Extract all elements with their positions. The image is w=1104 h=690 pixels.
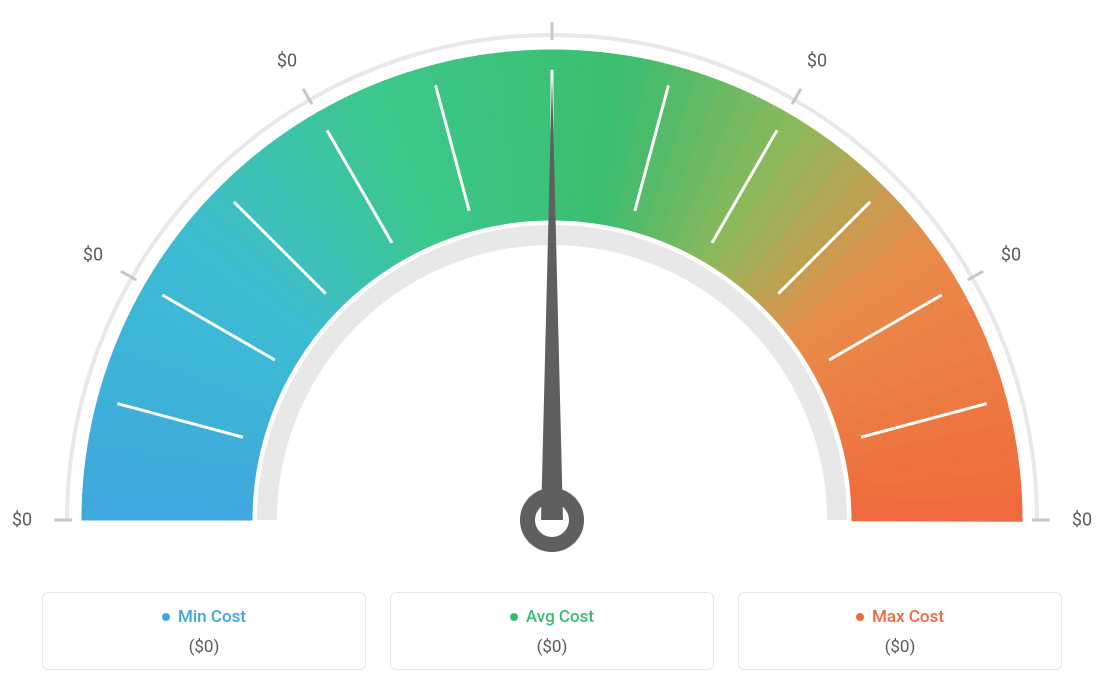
gauge-tick-label: $0 xyxy=(277,51,297,72)
gauge-chart: $0 $0 $0 $0 $0 $0 $0 xyxy=(0,0,1104,560)
legend-dot-icon xyxy=(856,613,864,621)
legend-value: ($0) xyxy=(749,637,1051,657)
gauge-tick-label: $0 xyxy=(83,245,103,266)
legend-title: Avg Cost xyxy=(526,607,594,627)
legend-dot-icon xyxy=(510,613,518,621)
legend-title: Max Cost xyxy=(872,607,944,627)
gauge-tick-label: $0 xyxy=(12,510,32,531)
gauge-tick-label: $0 xyxy=(542,0,562,1)
legend-head: Min Cost xyxy=(53,607,355,627)
legend-value: ($0) xyxy=(53,637,355,657)
gauge-tick-label: $0 xyxy=(1001,245,1021,266)
legend-card-min: Min Cost ($0) xyxy=(42,592,366,670)
gauge-svg xyxy=(0,0,1104,560)
legend-head: Avg Cost xyxy=(401,607,703,627)
legend-card-max: Max Cost ($0) xyxy=(738,592,1062,670)
legend-dot-icon xyxy=(162,613,170,621)
legend-card-avg: Avg Cost ($0) xyxy=(390,592,714,670)
legend-row: Min Cost ($0) Avg Cost ($0) Max Cost ($0… xyxy=(42,592,1062,670)
legend-value: ($0) xyxy=(401,637,703,657)
legend-head: Max Cost xyxy=(749,607,1051,627)
gauge-tick-label: $0 xyxy=(807,51,827,72)
gauge-tick-label: $0 xyxy=(1072,510,1092,531)
legend-title: Min Cost xyxy=(178,607,246,627)
